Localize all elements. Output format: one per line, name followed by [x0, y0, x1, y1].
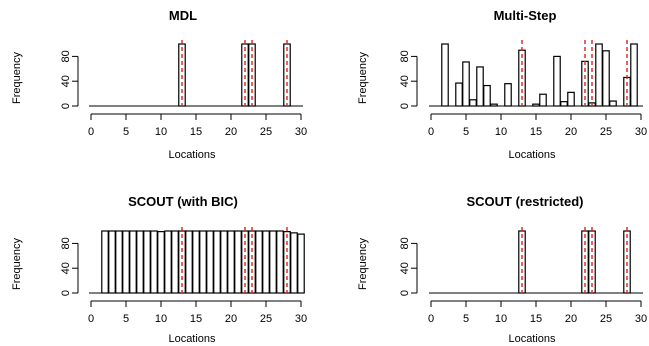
- x-tick-label: 30: [295, 313, 307, 325]
- bar: [157, 231, 165, 294]
- bar: [560, 101, 568, 107]
- chart-title: Multi-Step: [494, 8, 557, 23]
- bar: [192, 230, 200, 294]
- bar: [185, 230, 193, 294]
- x-tick-label: 0: [88, 126, 94, 138]
- y-tick-label: 40: [399, 262, 411, 274]
- bar: [108, 230, 116, 294]
- x-axis-label: Locations: [168, 333, 216, 345]
- bar: [122, 230, 130, 294]
- y-tick-label: 0: [399, 290, 411, 296]
- chart-panel-4: SCOUT (restricted) 0 5 10 15 20 25 30 0 40 80 Locat…: [357, 194, 647, 345]
- x-tick-label: 10: [495, 313, 507, 325]
- y-tick-label: 0: [60, 290, 72, 296]
- x-axis-label: Locations: [508, 149, 556, 161]
- bar: [602, 50, 610, 107]
- bar: [567, 91, 575, 107]
- bar: [234, 230, 242, 294]
- bar: [143, 230, 151, 294]
- y-tick-label: 40: [399, 75, 411, 87]
- x-tick-label: 5: [123, 313, 129, 325]
- bar: [150, 230, 158, 294]
- bar: [441, 43, 449, 107]
- x-tick-label: 25: [260, 126, 272, 138]
- chart-panel-2: Multi-Step 0 5 10 15 20 25 30 0 40 80 Locations Freq…: [357, 8, 647, 161]
- bar: [206, 230, 214, 294]
- x-tick-label: 0: [88, 313, 94, 325]
- x-tick-label: 30: [295, 126, 307, 138]
- bar: [630, 43, 638, 107]
- bar: [213, 230, 221, 294]
- bar: [199, 230, 207, 294]
- bar: [297, 233, 305, 294]
- x-tick-label: 15: [190, 313, 202, 325]
- x-tick-label: 10: [155, 126, 167, 138]
- y-axis-label: Frequency: [11, 52, 23, 104]
- bar: [220, 230, 228, 294]
- bar: [469, 99, 477, 107]
- bar: [490, 103, 498, 107]
- bar: [262, 230, 270, 294]
- y-tick-label: 0: [399, 103, 411, 109]
- bar: [227, 230, 235, 294]
- x-tick-label: 10: [495, 126, 507, 138]
- bar: [455, 82, 463, 107]
- x-tick-label: 20: [565, 126, 577, 138]
- bar: [136, 230, 144, 294]
- bar: [532, 103, 540, 107]
- bar: [115, 230, 123, 294]
- bar: [539, 93, 547, 107]
- x-tick-label: 0: [428, 126, 434, 138]
- x-tick-label: 15: [190, 126, 202, 138]
- bar: [504, 83, 512, 107]
- chart-panel-1: MDL 0 5 10 15 20 25 30 0 40 80 Locations Frequency: [11, 8, 307, 161]
- bar: [476, 66, 484, 107]
- y-axis-label: Frequency: [357, 238, 369, 290]
- x-tick-label: 25: [260, 313, 272, 325]
- y-tick-label: 40: [60, 75, 72, 87]
- y-tick-label: 80: [399, 50, 411, 62]
- y-axis-label: Frequency: [357, 52, 369, 104]
- x-tick-label: 15: [530, 126, 542, 138]
- bar: [101, 230, 109, 294]
- chart-panel-3: SCOUT (with BIC) 0 5 10 15 20 25 30 0 40 80 Locatio…: [11, 194, 307, 345]
- bar: [595, 43, 603, 107]
- x-axis-label: Locations: [508, 333, 556, 345]
- x-tick-label: 20: [225, 126, 237, 138]
- bar: [129, 230, 137, 294]
- x-tick-label: 5: [463, 313, 469, 325]
- y-tick-label: 40: [60, 262, 72, 274]
- x-tick-label: 30: [635, 313, 647, 325]
- bar: [462, 61, 470, 107]
- y-tick-label: 80: [60, 50, 72, 62]
- y-tick-label: 80: [60, 237, 72, 249]
- bar: [483, 84, 491, 107]
- y-tick-label: 0: [60, 103, 72, 109]
- x-tick-label: 15: [530, 313, 542, 325]
- x-tick-label: 20: [565, 313, 577, 325]
- x-tick-label: 0: [428, 313, 434, 325]
- bar: [276, 230, 284, 294]
- chart-title: SCOUT (restricted): [466, 194, 583, 209]
- y-tick-label: 80: [399, 237, 411, 249]
- x-tick-label: 25: [600, 126, 612, 138]
- bar: [255, 230, 263, 294]
- bar: [164, 230, 172, 294]
- x-axis-label: Locations: [168, 149, 216, 161]
- bar: [290, 232, 298, 294]
- bar: [171, 230, 179, 294]
- y-axis-label: Frequency: [11, 238, 23, 290]
- bar: [609, 100, 617, 107]
- bar: [553, 55, 561, 107]
- x-tick-label: 20: [225, 313, 237, 325]
- x-tick-label: 5: [463, 126, 469, 138]
- x-tick-label: 30: [635, 126, 647, 138]
- bar: [269, 230, 277, 294]
- x-tick-label: 25: [600, 313, 612, 325]
- x-tick-label: 10: [155, 313, 167, 325]
- chart-title: MDL: [169, 8, 197, 23]
- chart-title: SCOUT (with BIC): [128, 194, 238, 209]
- x-tick-label: 5: [123, 126, 129, 138]
